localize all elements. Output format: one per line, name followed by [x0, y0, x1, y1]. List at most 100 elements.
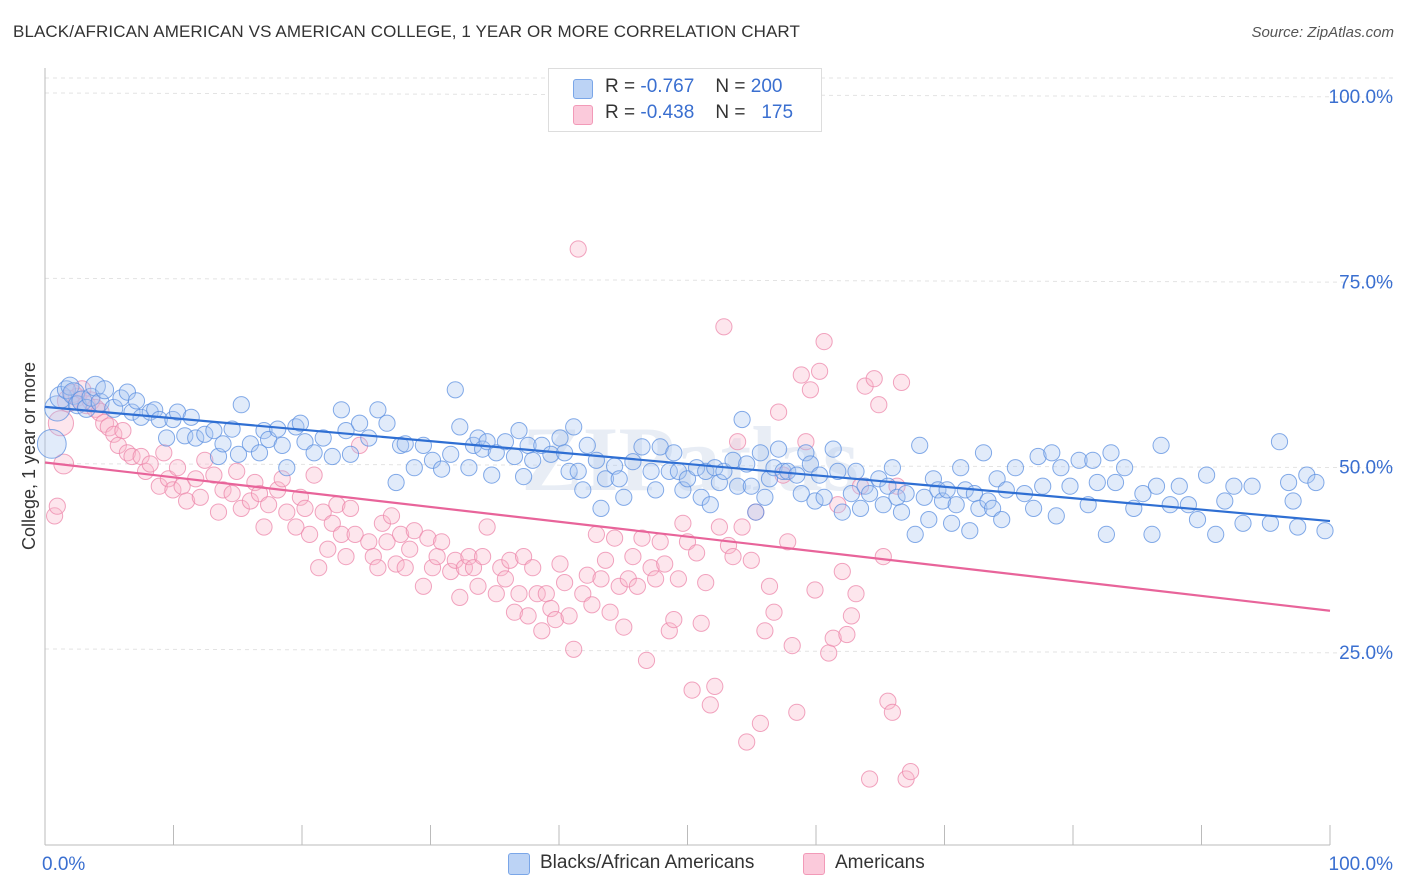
point-americans	[656, 555, 674, 573]
point-americans	[724, 548, 742, 566]
point-americans	[619, 570, 637, 588]
point-blacks	[158, 429, 176, 447]
point-blacks	[874, 496, 892, 514]
point-americans	[241, 492, 259, 510]
point-americans	[314, 503, 332, 521]
point-blacks	[123, 403, 141, 421]
point-blacks	[278, 459, 296, 477]
point-blacks	[647, 481, 665, 499]
point-americans	[209, 503, 228, 521]
grid-lines	[44, 77, 1396, 654]
point-americans	[688, 544, 706, 562]
r-value: -0.438	[640, 102, 695, 123]
point-blacks	[1284, 492, 1302, 510]
point-blacks	[496, 433, 514, 451]
n-label: N =	[715, 76, 746, 97]
point-blacks	[127, 392, 146, 410]
point-americans	[378, 533, 396, 551]
point-americans	[392, 525, 410, 544]
point-americans	[510, 585, 528, 603]
point-blacks	[624, 453, 642, 471]
point-americans	[833, 562, 851, 581]
point-blacks	[801, 455, 820, 473]
point-blacks	[933, 492, 952, 510]
point-americans	[332, 525, 350, 544]
point-americans	[48, 497, 66, 515]
point-americans	[660, 622, 678, 640]
point-americans	[478, 518, 496, 536]
y-tick-label: 75.0%	[1339, 272, 1393, 293]
point-americans	[301, 525, 319, 544]
point-americans	[451, 588, 469, 607]
point-americans	[351, 436, 369, 454]
point-blacks	[997, 481, 1015, 499]
point-blacks	[947, 496, 965, 514]
point-americans	[319, 540, 337, 558]
r-label: R =	[605, 76, 636, 97]
point-blacks	[405, 459, 423, 477]
point-blacks	[1097, 525, 1116, 544]
point-americans	[892, 373, 911, 391]
point-americans	[583, 596, 601, 614]
point-americans	[765, 603, 783, 621]
point-americans	[811, 362, 829, 380]
point-blacks	[1170, 477, 1188, 495]
point-americans	[487, 585, 505, 603]
point-blacks	[984, 499, 1002, 517]
point-blacks	[943, 514, 961, 532]
point-americans	[442, 562, 460, 581]
point-blacks	[842, 485, 861, 503]
point-blacks	[423, 451, 442, 469]
point-blacks	[883, 459, 902, 477]
point-blacks	[291, 414, 309, 432]
point-blacks	[176, 427, 194, 445]
point-americans	[387, 555, 405, 573]
point-americans	[469, 577, 487, 595]
trend-line-americans	[44, 461, 1331, 612]
point-blacks	[592, 499, 610, 517]
point-americans	[341, 499, 360, 517]
point-blacks	[952, 459, 970, 477]
point-americans	[729, 433, 747, 451]
trend-lines	[44, 405, 1331, 612]
point-americans	[642, 559, 660, 577]
point-blacks	[229, 445, 248, 463]
legend-swatch-pink	[803, 853, 825, 875]
point-blacks	[360, 429, 378, 447]
point-americans	[474, 548, 492, 566]
point-americans	[710, 518, 729, 536]
point-americans	[46, 507, 64, 525]
point-americans	[633, 529, 651, 547]
point-blacks	[1234, 514, 1252, 532]
point-blacks	[1034, 477, 1052, 495]
point-americans	[592, 570, 610, 588]
point-blacks	[833, 503, 851, 521]
legend-stats: R = -0.767 N = 200 R = -0.438 N = 175	[548, 68, 822, 132]
point-blacks	[378, 414, 396, 432]
point-blacks	[770, 440, 788, 458]
point-blacks	[911, 436, 929, 454]
point-blacks	[187, 429, 205, 447]
point-blacks	[565, 418, 583, 436]
point-americans	[874, 548, 892, 566]
point-americans	[501, 551, 519, 569]
point-blacks	[1084, 451, 1102, 469]
point-blacks	[1143, 525, 1161, 544]
point-blacks	[1289, 518, 1307, 536]
point-blacks	[665, 444, 683, 462]
point-blacks	[993, 510, 1011, 529]
point-blacks	[1043, 444, 1061, 462]
point-americans	[542, 599, 560, 618]
point-blacks	[524, 451, 542, 469]
gridline	[44, 648, 1396, 654]
point-blacks	[1088, 473, 1106, 492]
point-americans	[310, 559, 328, 577]
point-americans	[801, 381, 820, 399]
point-americans	[692, 614, 710, 632]
point-americans	[715, 318, 733, 336]
point-americans	[820, 644, 838, 662]
point-blacks	[988, 470, 1006, 488]
point-blacks	[1179, 496, 1198, 514]
point-americans	[615, 618, 633, 636]
point-americans	[883, 703, 902, 721]
